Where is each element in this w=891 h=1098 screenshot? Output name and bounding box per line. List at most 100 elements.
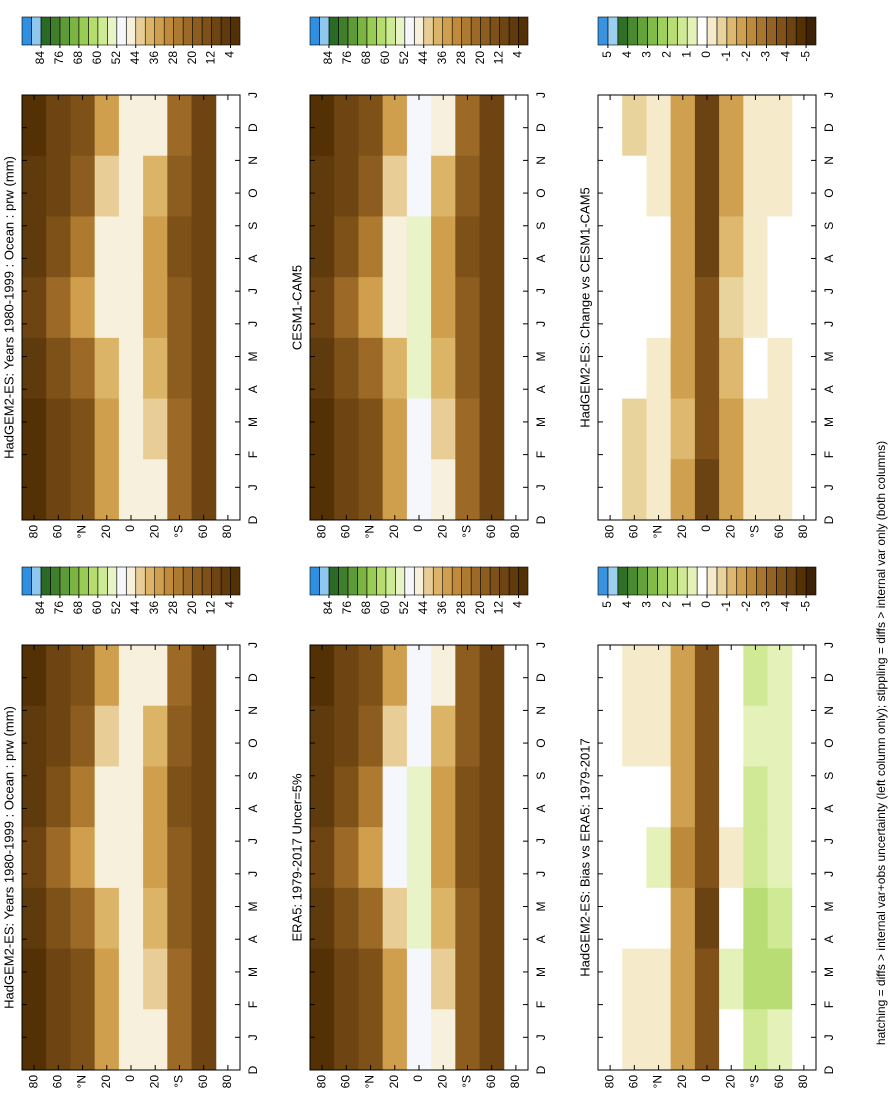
field-cell — [70, 948, 96, 1010]
field-cell — [479, 276, 505, 338]
field-cell — [767, 458, 793, 520]
x-tick-label: F — [246, 1001, 260, 1008]
x-tick-label: J — [246, 321, 260, 327]
colorbar-label: 84 — [33, 51, 47, 65]
y-tick-label: 60 — [484, 1075, 498, 1089]
colorbar-box — [706, 566, 718, 596]
field-cell — [334, 826, 359, 888]
colorbar-box — [395, 566, 406, 596]
y-tick-label: 20 — [723, 525, 737, 539]
field-cell — [479, 337, 505, 399]
field-cell — [22, 948, 47, 1010]
x-tick-label: O — [246, 188, 260, 197]
colorbar-label: 12 — [204, 51, 218, 65]
field-cell — [94, 337, 120, 399]
field-cell — [143, 1008, 168, 1070]
field-cell — [94, 215, 120, 278]
colorbar-box — [78, 16, 89, 46]
field-cell — [94, 644, 120, 706]
y-tick-label: °N — [363, 525, 377, 538]
x-tick-label: M — [822, 352, 836, 362]
colorbar-box — [726, 16, 738, 46]
field-cell — [143, 887, 168, 949]
y-tick-label: 0 — [123, 1075, 137, 1082]
field-cell — [431, 644, 456, 706]
colorbar-label: 84 — [321, 51, 335, 65]
field-cell — [479, 458, 505, 520]
field-cell — [382, 398, 408, 460]
x-tick-label: A — [534, 804, 548, 812]
panel-title: HadGEM2-ES: Years 1980-1999 : Ocean : pr… — [1, 706, 16, 1009]
colorbar-label: 60 — [90, 51, 104, 65]
field-cell — [22, 458, 47, 520]
field-cell — [670, 94, 696, 156]
field-cell — [694, 215, 720, 278]
field-cell — [191, 398, 217, 460]
colorbar-label: 36 — [147, 601, 161, 615]
y-tick-label: 60 — [51, 525, 65, 539]
field-cell — [622, 644, 647, 706]
field-cell — [767, 644, 793, 706]
field-cell — [479, 887, 505, 949]
colorbar-box — [182, 566, 193, 596]
field-cell — [46, 765, 71, 828]
field-cell — [118, 337, 144, 399]
colorbar-box — [69, 16, 80, 46]
x-tick-label: A — [534, 935, 548, 943]
colorbar-box — [50, 16, 61, 46]
colorbar-box — [201, 16, 212, 46]
field-cell — [70, 215, 96, 278]
colorbar-label: 28 — [166, 51, 180, 65]
colorbar-box — [192, 16, 203, 46]
field-cell — [622, 398, 647, 460]
field-cell — [646, 337, 672, 399]
field-cell — [406, 155, 432, 217]
colorbar-box — [470, 16, 481, 46]
colorbar-box — [686, 566, 698, 596]
colorbar-label: 68 — [359, 601, 373, 615]
colorbar-box — [144, 566, 155, 596]
field-cell — [694, 1008, 720, 1070]
colorbar-label: 44 — [416, 601, 430, 615]
x-tick-label: D — [822, 673, 836, 682]
colorbar-box — [647, 566, 658, 596]
field-cell — [406, 948, 432, 1010]
colorbar-box — [192, 566, 203, 596]
field-cell — [118, 1008, 144, 1070]
field-cell — [334, 94, 359, 156]
field-cell — [334, 644, 359, 706]
colorbar-box — [125, 566, 137, 596]
x-tick-label: S — [534, 222, 548, 230]
panel-title: CESM1-CAM5 — [289, 265, 304, 350]
y-tick-label: 20 — [147, 1075, 161, 1089]
colorbar-box — [220, 16, 231, 46]
colorbar-box — [726, 566, 738, 596]
colorbar-label: 44 — [128, 51, 142, 65]
field-cell — [382, 94, 408, 156]
field-cell — [670, 644, 696, 706]
field-cell — [719, 337, 744, 399]
field-cell — [622, 155, 647, 217]
y-tick-label: 60 — [196, 1075, 210, 1089]
field-cell — [646, 826, 672, 888]
field-cell — [455, 887, 481, 949]
colorbar-box — [785, 566, 797, 596]
field-cell — [22, 155, 47, 217]
colorbar-box — [230, 566, 241, 596]
field-cell — [622, 458, 647, 520]
field-cell — [22, 398, 47, 460]
field-cell — [358, 644, 384, 706]
field-cell — [694, 644, 720, 706]
rotated-frame: hatching = diffs > internal var+obs unce… — [1, 16, 888, 1089]
x-tick-label: O — [822, 738, 836, 747]
field-cell — [167, 887, 193, 949]
field-cell — [118, 155, 144, 217]
x-tick-label: J — [246, 871, 260, 877]
x-tick-label: M — [246, 417, 260, 427]
x-tick-label: O — [534, 188, 548, 197]
colorbar-label: 20 — [473, 51, 487, 65]
colorbar-box — [385, 566, 396, 596]
field-cell — [743, 276, 769, 338]
y-tick-label: °S — [172, 1075, 186, 1088]
field-cell — [479, 705, 505, 767]
